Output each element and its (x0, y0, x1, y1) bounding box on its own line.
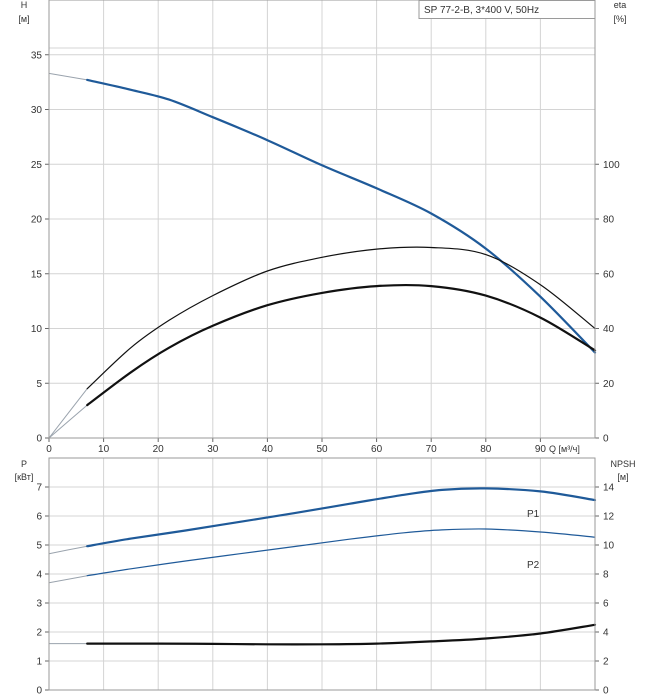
head-axis-unit: [м] (18, 14, 29, 24)
top-panel: 0 5 10 15 20 25 30 35 0 20 40 60 80 100 0 10 20 30 40 50 60 7… (18, 0, 627, 455)
flow-axis-label: Q [м³/ч] (549, 444, 580, 454)
y-tick-label: 4 (36, 570, 42, 581)
y2-tick-label: 100 (603, 160, 620, 171)
efficiency-curve-total-extrapolated (48, 404, 88, 439)
y2-tick-label: 40 (603, 324, 615, 335)
power-axis-label: P (21, 459, 27, 469)
y-tick-label: 0 (36, 434, 42, 445)
bottom-plot-frame (48, 457, 596, 691)
y2-tick-label: 60 (603, 269, 615, 280)
y-tick-label: 1 (36, 657, 42, 668)
y-tick-label: 0 (36, 686, 42, 697)
efficiency-axis-unit: [%] (613, 14, 626, 24)
y2-tick-label: 6 (603, 599, 609, 610)
y-tick-label: 15 (31, 269, 43, 280)
power-p1-curve (86, 487, 597, 548)
chart-title: SP 77-2-B, 3*400 V, 50Hz (424, 5, 539, 16)
y2-tick-label: 4 (603, 628, 609, 639)
y2-tick-label: 2 (603, 657, 609, 668)
y2-tick-label: 80 (603, 215, 615, 226)
head-curve-extrapolated (48, 72, 88, 81)
top-curves (48, 72, 597, 439)
x-tick-label: 70 (426, 444, 438, 455)
x-tick-label: 40 (262, 444, 274, 455)
y2-tick-label: 14 (603, 483, 615, 494)
y-tick-label: 5 (36, 379, 42, 390)
y-tick-label: 7 (36, 483, 42, 494)
x-tick-label: 30 (207, 444, 219, 455)
power-p1-curve-extrapolated (48, 545, 88, 555)
y-tick-label: 20 (31, 215, 43, 226)
y-tick-label: 5 (36, 541, 42, 552)
x-tick-label: 90 (535, 444, 547, 455)
x-tick-label: 10 (98, 444, 110, 455)
y-tick-label: 2 (36, 628, 42, 639)
npsh-axis-label: NPSH (610, 459, 635, 469)
efficiency-axis-label: eta (614, 0, 627, 10)
power-p2-curve (86, 528, 596, 577)
y2-tick-label: 8 (603, 570, 609, 581)
bottom-grid (49, 458, 595, 690)
npsh-axis-unit: [м] (617, 472, 628, 482)
y-tick-label: 6 (36, 512, 42, 523)
y-tick-label: 3 (36, 599, 42, 610)
y2-tick-label: 12 (603, 512, 615, 523)
efficiency-curve-hydraulic-extrapolated (48, 388, 88, 439)
y2-tick-label: 10 (603, 541, 615, 552)
y-tick-label: 35 (31, 50, 43, 61)
y-tick-label: 30 (31, 105, 43, 116)
top-tick-labels: 0 5 10 15 20 25 30 35 0 20 40 60 80 100 0 10 20 30 40 50 60 7… (31, 50, 620, 455)
series-label-p1: P1 (527, 509, 540, 520)
y2-tick-label: 20 (603, 379, 615, 390)
head-axis-label: H (21, 0, 28, 10)
npsh-curve (86, 623, 597, 646)
y-tick-label: 25 (31, 160, 43, 171)
x-tick-label: 60 (371, 444, 383, 455)
bottom-curves (48, 487, 597, 646)
efficiency-curve-total (86, 283, 597, 407)
head-curve (86, 78, 597, 354)
top-plot-frame (48, 0, 596, 439)
x-tick-label: 20 (153, 444, 165, 455)
series-label-p2: P2 (527, 560, 540, 571)
y-tick-label: 10 (31, 324, 43, 335)
power-axis-unit: [кВт] (15, 472, 34, 482)
y2-tick-label: 0 (603, 434, 609, 445)
chart-title-box (418, 0, 596, 19)
y2-tick-label: 0 (603, 686, 609, 697)
x-tick-label: 50 (316, 444, 328, 455)
power-p2-curve-extrapolated (48, 575, 88, 584)
x-tick-label: 80 (480, 444, 492, 455)
x-tick-label: 0 (46, 444, 52, 455)
efficiency-curve-hydraulic (86, 246, 596, 390)
